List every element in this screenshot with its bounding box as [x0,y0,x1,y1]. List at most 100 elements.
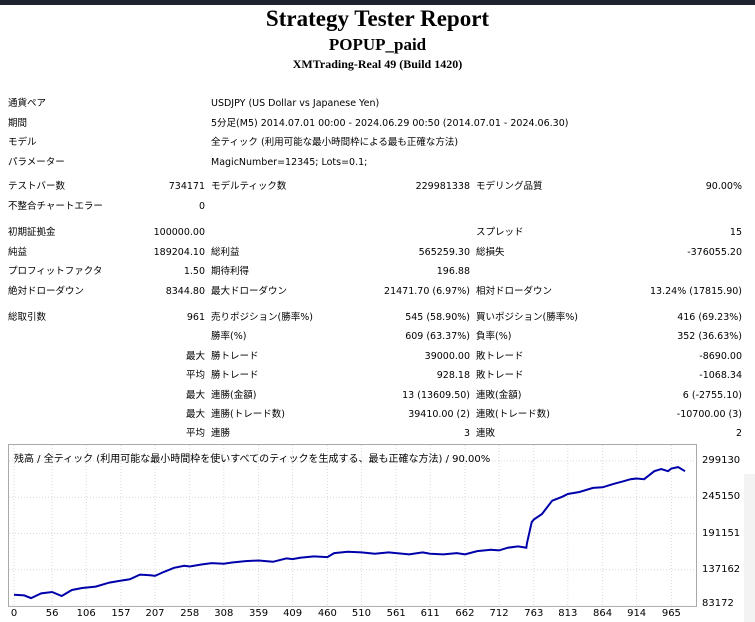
y-tick-label: 245150 [702,491,741,503]
average-profit-label: 勝トレード [211,370,259,381]
max-consecutive-profit-value: 39410.00 (2) [408,409,470,420]
model-label: モデル [8,137,37,148]
mismatch-label: 不整合チャートエラー [8,201,103,212]
total-trades-label: 総取引数 [8,312,47,323]
x-tick-label: 359 [249,608,269,619]
balance-chart [9,445,695,607]
x-tick-label: 460 [317,608,337,619]
profit-trades-label: 勝率(%) [211,331,247,342]
absolute-drawdown-label: 絶対ドローダウン [8,286,85,297]
maximal-word: 最大 [185,409,205,420]
max-consecutive-loss-value: -10700.00 (3) [676,409,742,420]
deposit-label: 初期証拠金 [8,227,56,238]
max-consecutive-losses-value: 6 (-2755.10) [682,390,742,401]
deposit-value: 100000.00 [153,227,205,238]
chart-grid [9,445,695,607]
x-tick-label: 561 [386,608,406,619]
ticks-value: 229981338 [415,181,470,192]
gross-profit-value: 565259.30 [418,247,470,258]
loss-trades-value: 352 (36.63%) [677,331,742,342]
right-edge-strip [744,474,755,622]
expected-payoff-value: 196.88 [436,266,470,277]
y-tick-label: 299130 [702,455,741,466]
expected-payoff-label: 期待利得 [211,266,250,277]
average-loss-value: -1068.34 [699,370,742,381]
max-consecutive-losses-label: 連敗(金額) [476,390,522,401]
relative-drawdown-label: 相対ドローダウン [476,286,553,297]
symbol-value: USDJPY (US Dollar vs Japanese Yen) [211,98,380,109]
average-loss-label: 敗トレード [476,370,524,381]
x-tick-label: 56 [45,608,59,619]
spread-value: 15 [729,227,742,238]
expert-name: POPUP_paid [328,35,427,54]
top-strip [0,0,755,5]
server-name: XMTrading-Real 49 (Build 1420) [292,57,463,71]
ticks-label: モデルティック数 [211,181,287,192]
largest-profit-value: 39000.00 [424,351,470,362]
y-tick-label: 137162 [702,563,741,575]
balance-line [13,466,686,600]
profit-factor-value: 1.50 [183,266,205,277]
x-tick-label: 510 [351,608,371,619]
gross-profit-label: 総利益 [211,247,240,258]
largest-loss-label: 敗トレード [476,351,524,362]
avg-consecutive-wins-label: 連勝 [211,428,231,439]
x-tick-label: 157 [111,608,131,619]
x-tick-label: 258 [180,608,200,619]
average-profit-value: 928.18 [436,370,470,381]
avg-consecutive-losses-value: 2 [735,428,742,439]
loss-trades-label: 負率(%) [476,331,512,342]
maximal-drawdown-value: 21471.70 (6.97%) [384,286,470,297]
max-consecutive-profit-label: 連勝(トレード数) [211,409,285,420]
params-value: MagicNumber=12345; Lots=0.1; [211,157,368,168]
period-label: 期間 [8,118,28,129]
x-tick-label: 308 [214,608,234,619]
long-positions-value: 416 (69.23%) [677,312,742,323]
largest-loss-value: -8690.00 [699,351,742,362]
params-label: パラメーター [8,157,65,168]
x-tick-label: 712 [489,608,509,619]
quality-value: 90.00% [705,181,742,192]
x-tick-label: 0 [10,608,18,619]
net-profit-value: 189204.10 [153,247,205,258]
symbol-label: 通貨ペア [8,98,47,109]
max-consecutive-loss-label: 連敗(トレード数) [476,409,550,420]
period-value: 5分足(M5) 2014.07.01 00:00 - 2024.06.29 00… [211,118,569,129]
report-title: Strategy Tester Report [265,6,490,31]
x-tick-label: 409 [283,608,303,619]
avg-consecutive-losses-label: 連敗 [476,428,496,439]
bars-label: テストバー数 [8,181,66,192]
relative-drawdown-value: 13.24% (17815.90) [650,286,742,297]
maximum-word: 最大 [185,390,205,401]
chart-plot [13,466,686,600]
absolute-drawdown-value: 8344.80 [165,286,205,297]
x-tick-label: 662 [455,608,475,619]
bars-value: 734171 [168,181,205,192]
long-positions-label: 買いポジション(勝率%) [476,312,578,323]
x-tick-label: 914 [627,608,647,619]
x-tick-label: 207 [145,608,165,619]
x-tick-label: 106 [76,608,96,619]
largest-profit-label: 勝トレード [211,351,259,362]
average-word: 平均 [185,370,205,381]
quality-label: モデリング品質 [476,181,543,192]
total-trades-value: 961 [186,312,205,323]
max-consecutive-wins-label: 連勝(金額) [211,390,257,401]
x-tick-label: 611 [420,608,440,619]
x-tick-label: 965 [661,608,681,619]
profit-factor-label: プロフィットファクタ [8,266,103,277]
short-positions-label: 売りポジション(勝率%) [211,312,313,323]
spread-label: スプレッド [476,227,524,238]
maximal-drawdown-label: 最大ドローダウン [211,286,288,297]
gross-loss-value: -376055.20 [687,247,742,258]
x-tick-label: 813 [558,608,578,619]
chart-caption: 残高 / 全ティック (利用可能な最小時間枠を使いすべてのティックを生成する、最… [14,454,491,465]
net-profit-label: 純益 [8,247,28,258]
mismatch-value: 0 [198,201,205,212]
y-tick-label: 191151 [702,527,741,539]
largest-word: 最大 [185,351,205,362]
max-consecutive-wins-value: 13 (13609.50) [402,390,470,401]
gross-loss-label: 総損失 [476,247,505,258]
model-value: 全ティック (利用可能な最小時間枠による最も正確な方法) [211,137,459,148]
avg-consecutive-wins-value: 3 [463,428,470,439]
